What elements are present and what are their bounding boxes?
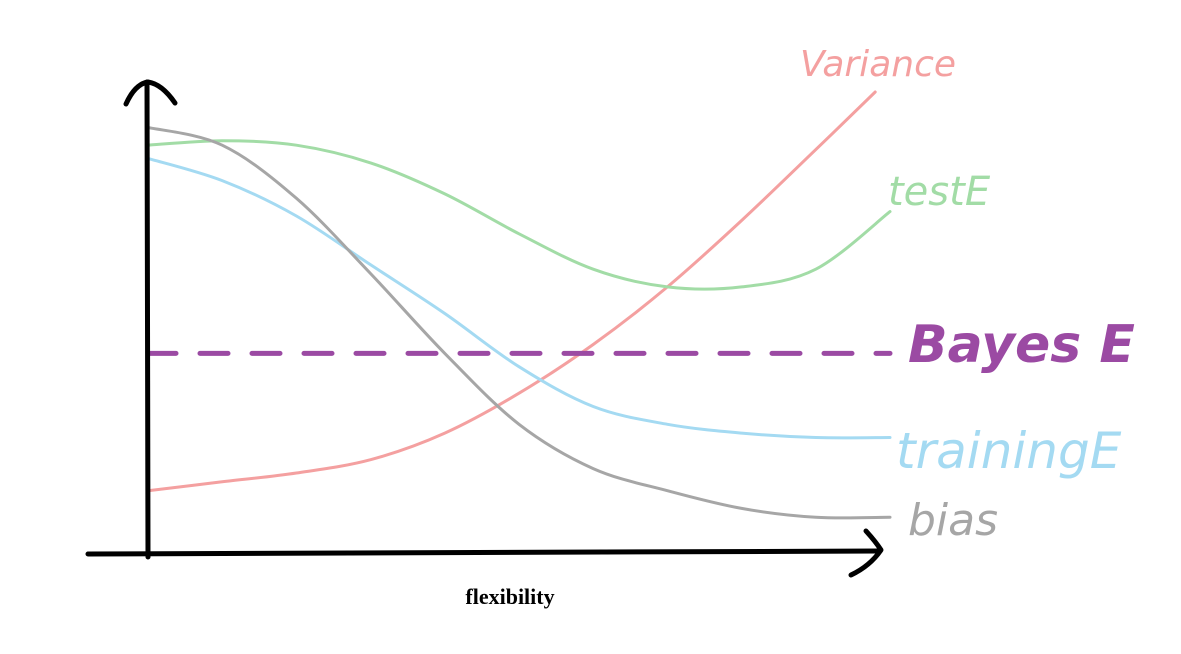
series-variance-line (146, 90, 877, 493)
series-traininge-label: trainingE (896, 422, 1122, 480)
series-teste-line (146, 139, 892, 291)
series-labels: Variance testE Bayes E trainingE bias (800, 44, 1135, 546)
series-bias-label: bias (908, 495, 998, 546)
series-teste-label: testE (888, 169, 991, 215)
y-axis (144, 79, 151, 560)
x-axis (85, 548, 883, 557)
chart-curves (145, 90, 893, 520)
x-axis-label: flexibility (465, 584, 554, 609)
chart-axes (85, 79, 884, 578)
x-axis-arrowhead (848, 528, 884, 578)
series-variance-label: Variance (800, 44, 956, 85)
series-traininge-line (146, 156, 892, 440)
series-bias-line (146, 125, 892, 520)
y-axis-arrowhead (123, 79, 178, 107)
series-bayes-e-label: Bayes E (908, 315, 1135, 375)
